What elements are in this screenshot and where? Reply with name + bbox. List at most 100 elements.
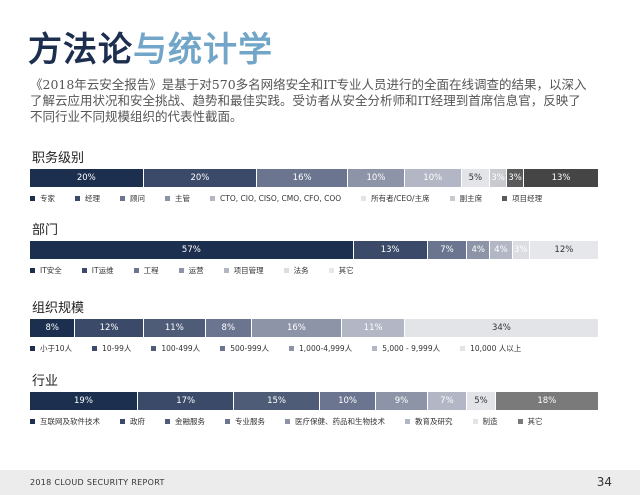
- data-label: 15%: [267, 396, 286, 406]
- chart: 行业 19% 17% 15% 10% 9% 7% 5% 18% 互联网及软件技术 政府 金融服务 专业服…: [30, 373, 598, 427]
- data-label: 4%: [494, 245, 508, 255]
- legend-swatch: [30, 346, 35, 351]
- legend-label: 10,000 人以上: [470, 344, 522, 353]
- data-label: 3%: [491, 173, 505, 183]
- bar-segment: 3%: [490, 169, 508, 187]
- bar-segment: 18%: [495, 392, 598, 410]
- legend: 互联网及软件技术 政府 金融服务 专业服务 医疗保健、药品和生物技术 教育及研究 制造 其它: [30, 416, 598, 427]
- legend-swatch: [92, 346, 98, 351]
- stacked-bar: 19% 17% 15% 10% 9% 7% 5% 18%: [30, 392, 598, 410]
- data-label: 3%: [508, 173, 522, 183]
- report-name: 2018 CLOUD SECURITY REPORT: [30, 478, 165, 487]
- legend-swatch: [30, 196, 35, 201]
- bar-segment: 3%: [512, 241, 530, 259]
- legend-swatch: [472, 419, 478, 424]
- legend-swatch: [502, 196, 508, 201]
- bar-segment: 12%: [75, 319, 144, 337]
- bar-segment: 13%: [524, 169, 598, 187]
- chart: 组织规模 8% 12% 11% 8% 16% 11% 34% 小于10人 10-99人 100-49…: [30, 300, 598, 354]
- legend-label: 100-499人: [161, 344, 201, 353]
- data-label: 4%: [471, 245, 485, 255]
- bar-segment: 7%: [427, 392, 468, 410]
- data-label: 16%: [292, 173, 312, 183]
- bar-segment: 17%: [137, 392, 235, 410]
- bar-segment: 10%: [404, 169, 462, 187]
- bar-segment: 4%: [467, 241, 491, 259]
- legend-item: CTO, CIO, CISO, CMO, CFO, COO: [210, 193, 341, 204]
- legend-swatch: [220, 346, 226, 351]
- legend-item: 5,000 - 9,999人: [372, 343, 440, 354]
- data-label: 3%: [514, 245, 528, 255]
- legend-swatch: [361, 196, 367, 201]
- legend-label: 互联网及软件技术: [40, 417, 100, 426]
- legend-label: IT运维: [91, 266, 114, 275]
- bar-segment: 16%: [257, 169, 349, 187]
- bar-segment: 11%: [342, 319, 405, 337]
- data-label: 20%: [190, 173, 210, 183]
- data-label: 19%: [74, 396, 93, 406]
- legend-label: 医疗保健、药品和生物技术: [295, 417, 385, 426]
- title-part: 方法论: [28, 30, 133, 70]
- chart: 部门 57% 13% 7% 4% 4% 3% 12% IT安全 IT运维 工程 运营 项目管理 法务 其它: [30, 222, 598, 276]
- legend-item: IT运维: [81, 265, 114, 276]
- legend-item: 所有者/CEO/主席: [361, 193, 430, 204]
- legend-swatch: [165, 196, 170, 201]
- data-label: 8%: [221, 323, 236, 333]
- chart: 职务级别 20% 20% 16% 10% 10% 5% 3% 3% 13% 专家 经理 顾问 主管 CTO,…: [30, 150, 598, 204]
- data-label: 10%: [366, 173, 386, 183]
- page-title: 方法论与统计学: [28, 22, 273, 71]
- legend-item: 副主席: [449, 193, 482, 204]
- legend-item: 小于10人: [30, 343, 72, 354]
- legend-swatch: [460, 346, 466, 351]
- legend-item: IT安全: [30, 265, 62, 276]
- data-label: 16%: [286, 323, 306, 333]
- legend-item: 工程: [133, 265, 159, 276]
- stacked-bar: 20% 20% 16% 10% 10% 5% 3% 3% 13%: [30, 169, 598, 187]
- data-label: 10%: [338, 396, 357, 406]
- legend-swatch: [120, 196, 125, 201]
- legend-label: 其它: [527, 417, 543, 426]
- data-label: 12%: [99, 323, 119, 333]
- bar-segment: 4%: [490, 241, 513, 259]
- data-label: 12%: [554, 245, 574, 255]
- legend-label: 经理: [85, 194, 100, 203]
- legend-item: 政府: [120, 416, 145, 427]
- legend-label: 项目经理: [512, 194, 543, 203]
- bar-segment: 8%: [30, 319, 76, 337]
- bar-segment: 57%: [30, 241, 354, 259]
- bar-segment: 11%: [143, 319, 207, 337]
- legend-item: 其它: [328, 265, 354, 276]
- data-label: 5%: [468, 173, 483, 183]
- data-label: 10%: [423, 173, 443, 183]
- legend-swatch: [75, 196, 80, 201]
- chart-title: 行业: [32, 374, 59, 389]
- bar-segment: 10%: [319, 392, 377, 410]
- bar-segment: 16%: [251, 319, 343, 337]
- data-label: 8%: [45, 323, 59, 333]
- legend-swatch: [223, 268, 229, 273]
- chart-title: 职务级别: [32, 151, 85, 166]
- legend-item: 10,000 人以上: [460, 343, 521, 354]
- legend-swatch: [81, 268, 87, 273]
- legend-label: 顾问: [130, 194, 145, 203]
- legend-label: CTO, CIO, CISO, CMO, CFO, COO: [220, 194, 342, 203]
- legend: 专家 经理 顾问 主管 CTO, CIO, CISO, CMO, CFO, COO 所有者…: [30, 193, 598, 204]
- legend-item: 主管: [165, 193, 190, 204]
- legend: 小于10人 10-99人 100-499人 500-999人 1,000-4,999人 5…: [30, 343, 598, 354]
- bar-segment: 5%: [467, 392, 496, 410]
- data-label: 13%: [380, 245, 400, 255]
- legend-label: 1,000-4,999人: [299, 344, 353, 353]
- bar-segment: 20%: [143, 169, 258, 187]
- legend-item: 500-999人: [220, 343, 269, 354]
- stacked-bar: 57% 13% 7% 4% 4% 3% 12%: [30, 241, 598, 259]
- legend-swatch: [30, 419, 35, 424]
- legend-item: 互联网及软件技术: [30, 416, 100, 427]
- title-part: 与统计学: [133, 30, 273, 70]
- bar-segment: 13%: [353, 241, 428, 259]
- bar-segment: 19%: [30, 392, 138, 410]
- legend-item: 专家: [30, 193, 55, 204]
- legend: IT安全 IT运维 工程 运营 项目管理 法务 其它: [30, 265, 598, 276]
- data-label: 18%: [537, 396, 557, 406]
- data-label: 9%: [394, 396, 409, 406]
- legend-swatch: [210, 196, 215, 201]
